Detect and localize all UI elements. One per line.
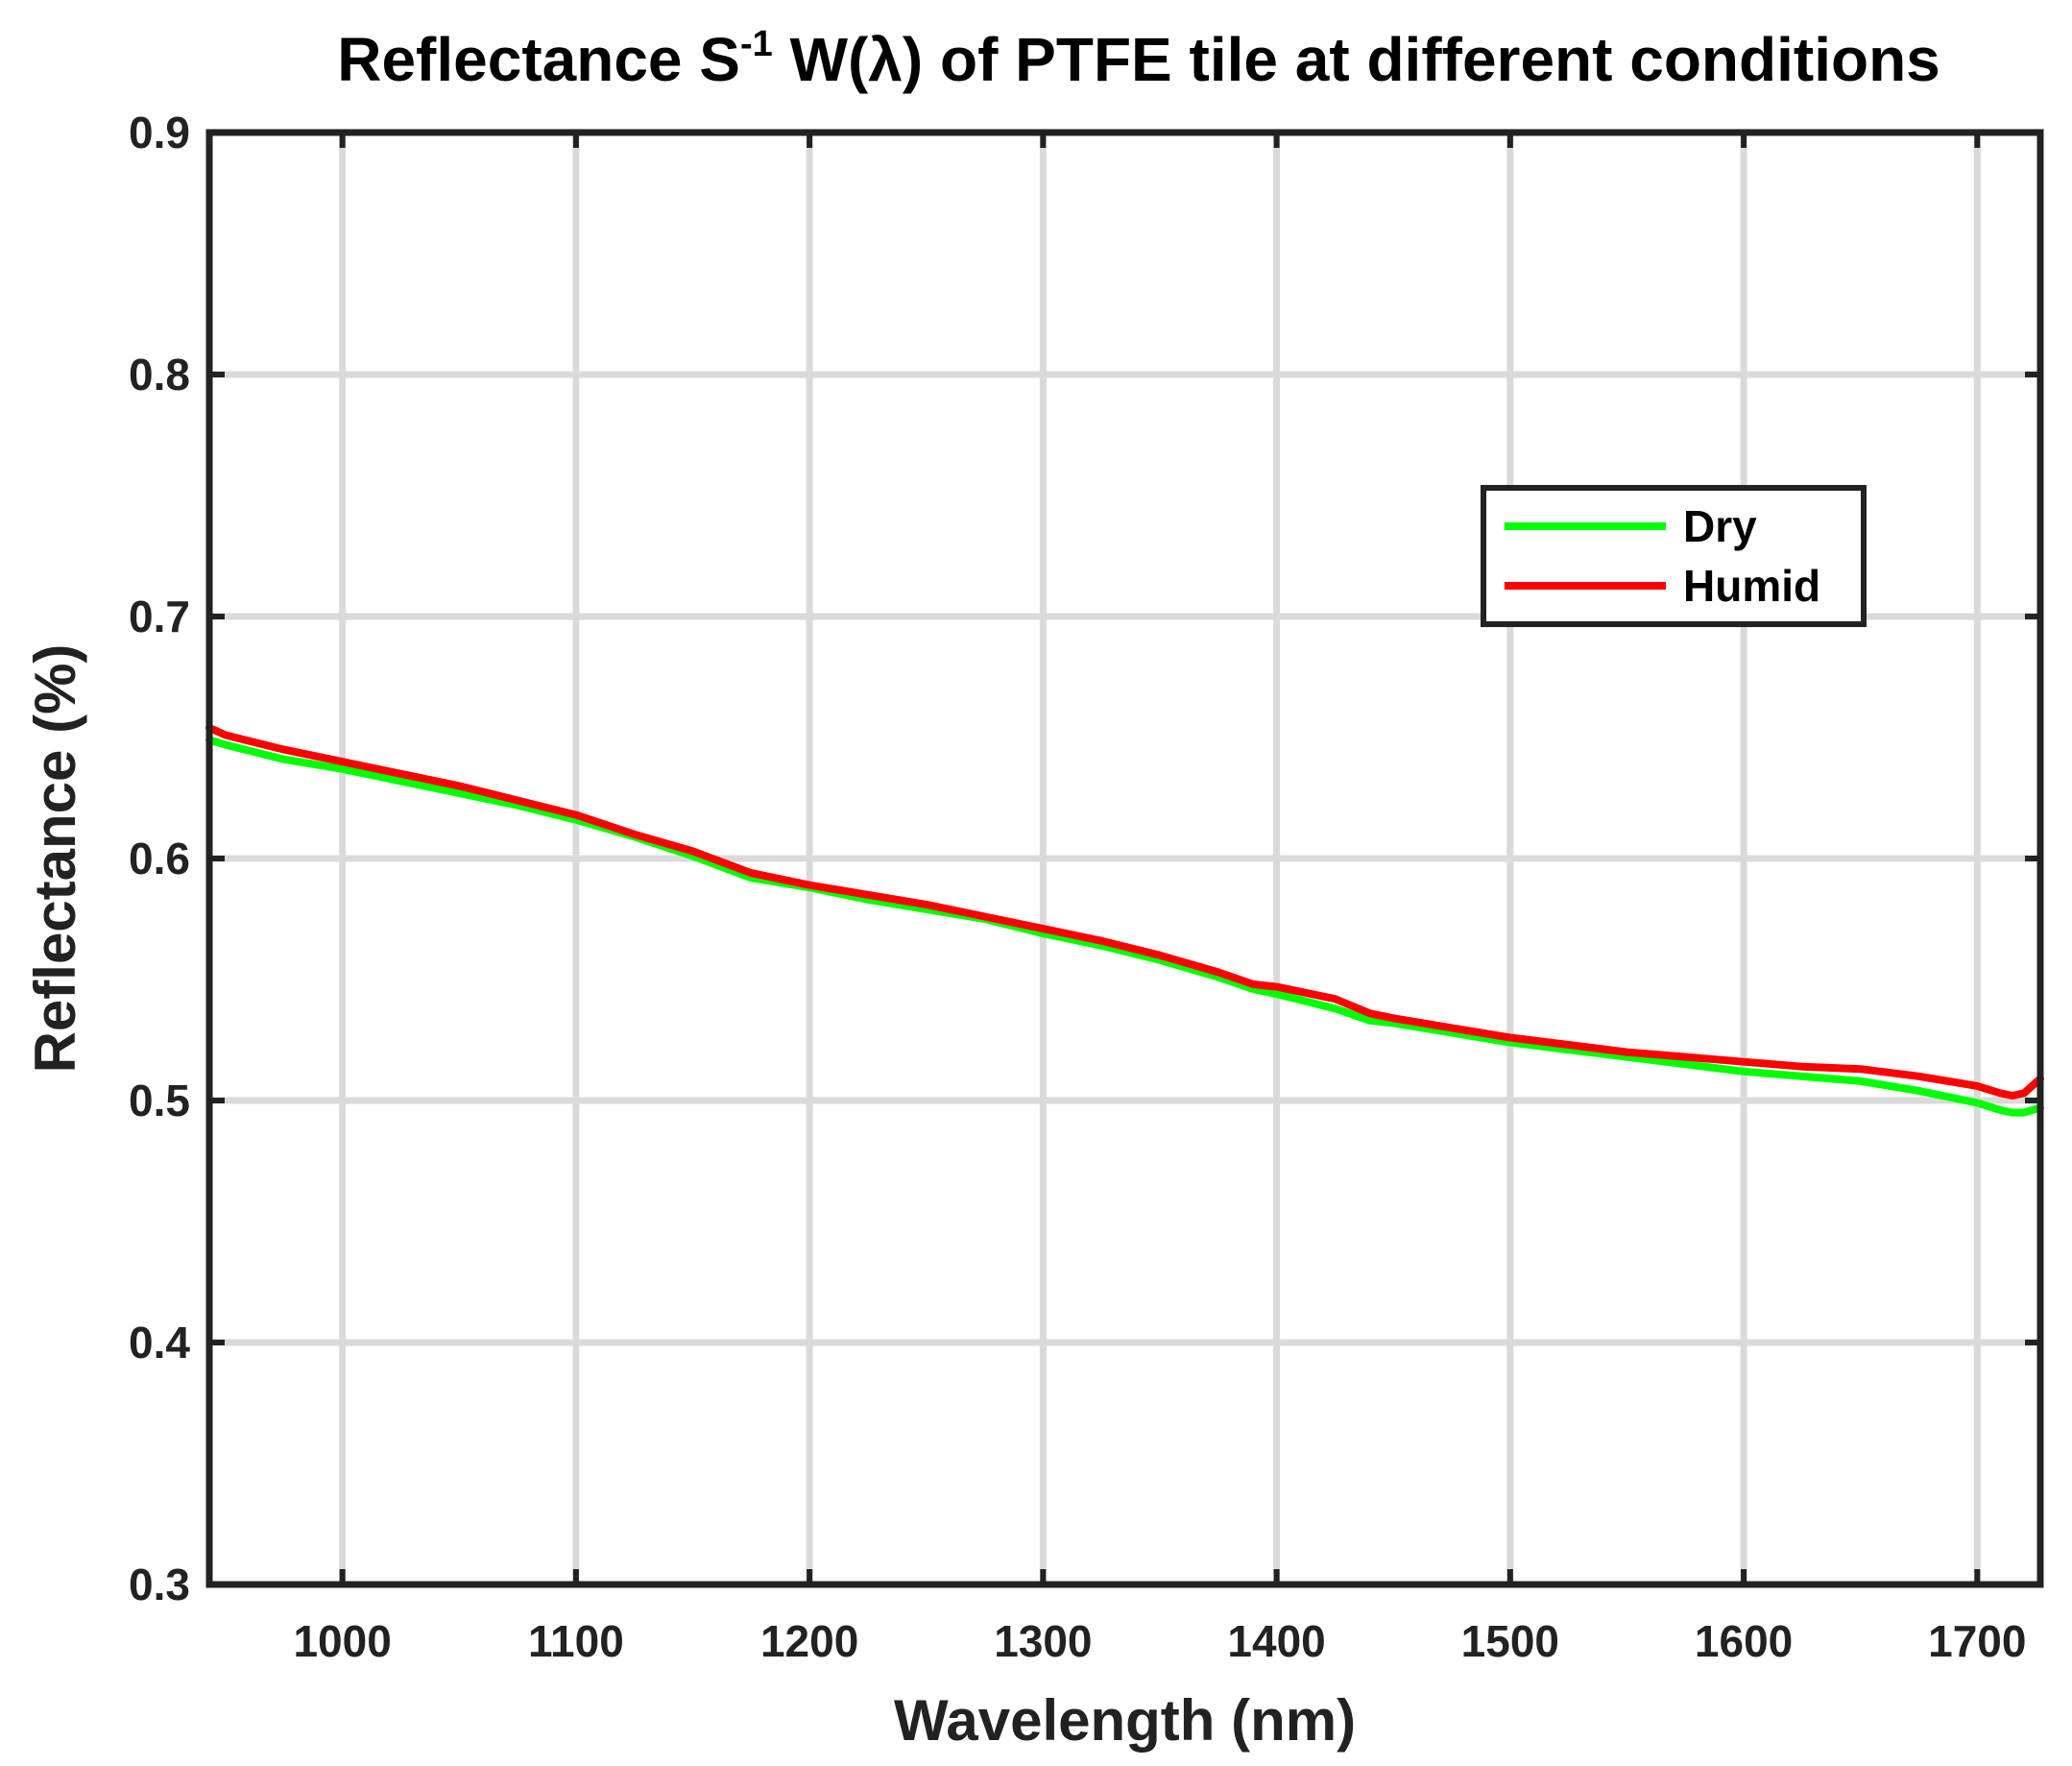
y-tick-label: 0.4 xyxy=(129,1318,190,1367)
x-tick-label: 1600 xyxy=(1695,1616,1793,1666)
y-axis-label: Reflectance (%) xyxy=(23,644,87,1074)
series-line-humid xyxy=(205,723,2044,1100)
legend-box xyxy=(1481,485,1867,627)
y-tick-label: 0.6 xyxy=(129,834,190,883)
data-series xyxy=(205,723,2044,1117)
x-tick-label: 1100 xyxy=(528,1616,624,1666)
axis-ticks: 1000 1100 1200 1300 1400 1500 1600 1700 0.3 0.4 0.… xyxy=(129,108,2040,1666)
x-tick-label: 1200 xyxy=(760,1616,858,1666)
chart-title-superscript: -1 xyxy=(740,24,773,64)
x-tick-label: 1400 xyxy=(1227,1616,1325,1666)
x-tick-label: 1000 xyxy=(293,1616,391,1666)
x-tick-label: 1500 xyxy=(1461,1616,1559,1666)
legend: Dry Humid xyxy=(1481,485,1867,627)
chart-title-main: Reflectance S xyxy=(337,25,740,94)
y-tick-label: 0.5 xyxy=(129,1076,190,1125)
chart-title: Reflectance S-1 W(λ) of PTFE tile at dif… xyxy=(337,24,1940,94)
x-axis-label: Wavelength (nm) xyxy=(894,1688,1356,1753)
legend-label-dry: Dry xyxy=(1683,501,1757,551)
y-tick-label: 0.8 xyxy=(129,350,190,399)
y-tick-label: 0.9 xyxy=(129,108,190,157)
series-line-dry xyxy=(205,736,2044,1117)
x-tick-label: 1700 xyxy=(1928,1616,2026,1666)
chart-title-rest: W(λ) of PTFE tile at different condition… xyxy=(773,25,1940,94)
y-tick-label: 0.7 xyxy=(129,592,190,641)
legend-label-humid: Humid xyxy=(1683,561,1820,611)
x-tick-label: 1300 xyxy=(994,1616,1092,1666)
y-tick-label: 0.3 xyxy=(129,1560,190,1609)
